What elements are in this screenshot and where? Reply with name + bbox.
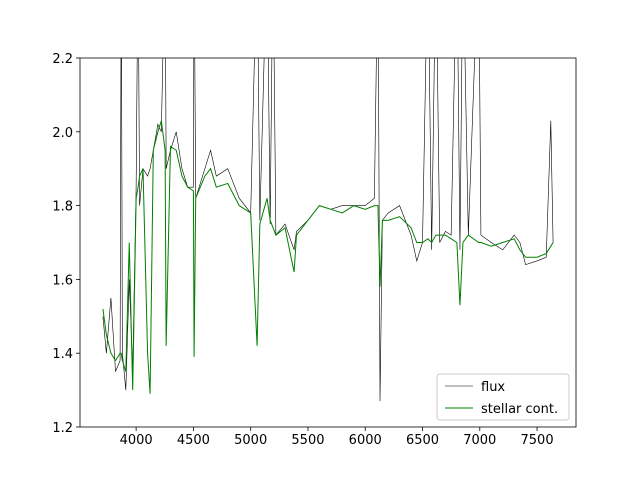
legend-label: stellar cont.: [481, 402, 558, 417]
axes-frame: [79, 57, 577, 428]
x-tick-label: 7000: [463, 433, 496, 448]
x-tick-label: 6000: [349, 433, 382, 448]
x-tick-label: 5500: [291, 433, 324, 448]
y-tick-label: 1.8: [52, 200, 73, 215]
series-line: [102, 120, 554, 394]
y-tick-label: 1.6: [52, 273, 73, 288]
y-tick-label: 1.2: [52, 421, 73, 436]
legend-label: flux: [481, 380, 505, 395]
x-tick-label: 6500: [406, 433, 439, 448]
y-tick-label: 2.2: [52, 52, 73, 67]
plot-area: [102, 58, 554, 402]
x-tick-label: 4000: [120, 433, 153, 448]
y-tick-label: 1.4: [52, 347, 73, 362]
x-tick-label: 5000: [234, 433, 267, 448]
x-tick-label: 4500: [177, 433, 210, 448]
y-tick-label: 2.0: [52, 126, 73, 141]
x-tick-label: 7500: [521, 433, 554, 448]
